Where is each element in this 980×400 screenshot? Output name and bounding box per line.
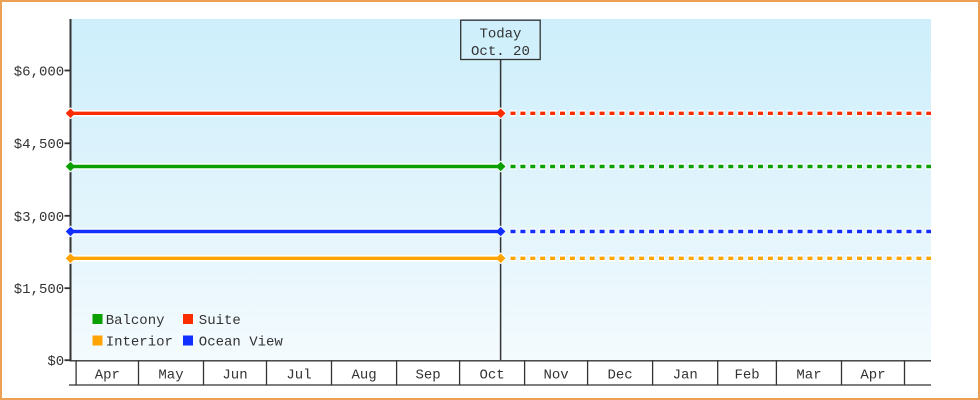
svg-text:Sep: Sep: [415, 367, 440, 383]
svg-text:Oct. 20: Oct. 20: [471, 44, 530, 60]
svg-text:$3,000: $3,000: [14, 210, 64, 226]
svg-text:Suite: Suite: [199, 313, 241, 329]
svg-text:Aug: Aug: [351, 367, 376, 383]
svg-text:$0: $0: [47, 354, 64, 370]
svg-text:Feb: Feb: [734, 367, 759, 383]
svg-text:Jan: Jan: [673, 367, 698, 383]
svg-text:Jun: Jun: [222, 367, 247, 383]
svg-text:May: May: [158, 367, 183, 383]
svg-text:Today: Today: [479, 27, 521, 43]
svg-text:Balcony: Balcony: [106, 313, 165, 329]
svg-text:Mar: Mar: [796, 367, 821, 383]
svg-text:$4,500: $4,500: [14, 137, 64, 153]
svg-text:Jul: Jul: [286, 367, 311, 383]
svg-text:Interior: Interior: [106, 335, 173, 351]
svg-text:$1,500: $1,500: [14, 282, 64, 298]
svg-text:$6,000: $6,000: [14, 65, 64, 81]
svg-text:Ocean View: Ocean View: [199, 335, 284, 351]
svg-text:Dec: Dec: [607, 367, 632, 383]
svg-text:Oct: Oct: [479, 367, 504, 383]
svg-text:Apr: Apr: [860, 367, 885, 383]
svg-text:Nov: Nov: [543, 367, 568, 383]
svg-text:Apr: Apr: [95, 367, 120, 383]
